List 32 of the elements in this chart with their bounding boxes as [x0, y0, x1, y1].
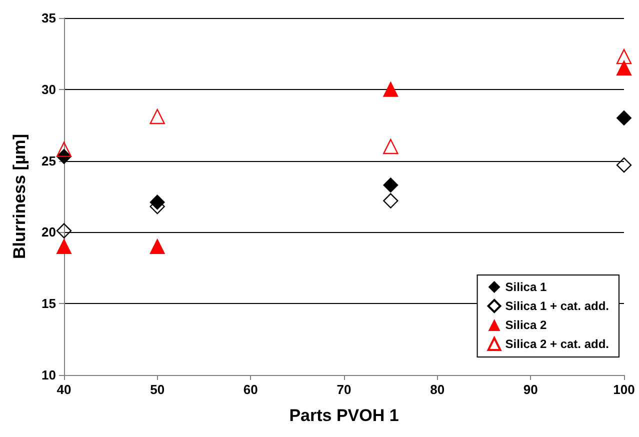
y-tick-label: 25: [42, 153, 56, 168]
point: [150, 108, 165, 124]
point: [56, 238, 72, 254]
point: [616, 48, 632, 64]
y-tick-label: 15: [42, 296, 56, 312]
point: [56, 223, 72, 238]
y-tick-label: 10: [42, 368, 56, 382]
point: [56, 142, 72, 157]
point: [383, 138, 398, 154]
x-tick-label: 90: [523, 382, 538, 397]
point: [616, 110, 632, 126]
legend-label: Silica 2: [505, 318, 547, 332]
x-tick-label: 80: [430, 382, 445, 397]
legend-label: Silica 1: [505, 280, 547, 294]
x-axis-title: Parts PVOH 1: [289, 406, 399, 425]
point: [383, 193, 398, 208]
x-tick-label: 60: [243, 382, 258, 397]
x-tick-label: 50: [150, 382, 165, 397]
y-tick-label: 20: [42, 224, 56, 240]
x-tick-label: 40: [56, 382, 72, 397]
legend-label: Silica 1 + cat. add.: [505, 299, 609, 313]
y-tick-label: 30: [42, 82, 56, 97]
point: [150, 238, 165, 254]
legend-label: Silica 2 + cat. add.: [505, 337, 609, 351]
point: [383, 178, 398, 193]
y-axis-title: Blurriness [µm]: [10, 134, 29, 260]
point: [383, 82, 398, 97]
x-tick-label: 100: [613, 382, 635, 397]
point: [616, 60, 632, 76]
y-tick-label: 35: [42, 10, 56, 26]
x-tick-label: 70: [336, 382, 352, 397]
point: [616, 157, 632, 173]
